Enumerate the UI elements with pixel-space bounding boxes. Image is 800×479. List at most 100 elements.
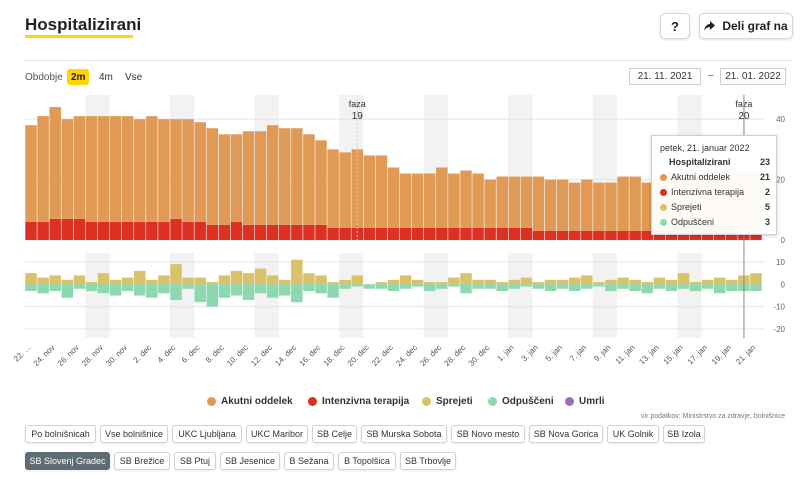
weekend-shade xyxy=(85,253,98,338)
x-tick-label: 24. dec xyxy=(394,343,419,368)
bar-acute xyxy=(254,131,267,225)
hospital-button[interactable]: SB Ptuj xyxy=(174,452,216,470)
bar-admitted xyxy=(85,282,98,285)
period-option-4m[interactable]: 4m xyxy=(99,71,113,83)
bar-released xyxy=(701,284,714,289)
bar-admitted xyxy=(206,282,219,285)
bar-admitted xyxy=(327,282,339,285)
bar-acute xyxy=(375,155,388,228)
bar-acute xyxy=(291,128,303,225)
hospital-button[interactable]: B Sežana xyxy=(284,452,334,470)
bar-icu xyxy=(677,230,690,240)
legend-label: Odpuščeni xyxy=(502,396,554,407)
released-dot-icon xyxy=(660,218,667,226)
tooltip-row-value: 21 xyxy=(759,172,770,182)
bar-icu xyxy=(97,221,110,240)
hospital-button[interactable]: B Topolšica xyxy=(338,452,396,470)
hospital-button[interactable]: SB Trbovlje xyxy=(400,452,456,470)
bar-released xyxy=(556,284,569,289)
x-tick-label: 17. jan xyxy=(686,343,709,366)
bar-admitted xyxy=(411,279,424,285)
date-to-input[interactable]: 21. 01. 2022 xyxy=(720,68,786,85)
weekend-shade xyxy=(677,253,690,338)
hospital-button[interactable]: Po bolnišnicah xyxy=(25,425,96,443)
tooltip-row-label: Akutni oddelek xyxy=(671,172,731,182)
weekend-shade xyxy=(689,253,702,338)
bar-admitted xyxy=(750,273,762,285)
bar-admitted xyxy=(653,277,666,285)
legend-item-icu[interactable]: Intenzivna terapija xyxy=(308,396,409,407)
bar-admitted xyxy=(25,273,37,285)
period-option-all[interactable]: Vse xyxy=(125,71,143,83)
bar-released xyxy=(327,284,339,298)
bar-acute xyxy=(49,107,61,219)
bar-icu xyxy=(327,227,339,240)
bar-icu xyxy=(593,230,605,240)
bar-admitted xyxy=(424,282,436,285)
hospital-button-selected[interactable]: SB Slovenj Gradec xyxy=(25,452,110,470)
weekend-shade xyxy=(254,253,267,338)
hospital-button[interactable]: Vse bolnišnice xyxy=(100,425,168,443)
legend-item-admitted[interactable]: Sprejeti xyxy=(422,396,473,407)
bar-released xyxy=(726,284,738,292)
weekend-shade xyxy=(435,253,448,338)
bar-acute xyxy=(170,119,182,219)
bar-acute xyxy=(568,182,581,231)
tooltip-row-value: 2 xyxy=(764,187,770,197)
admitted-dot-icon xyxy=(422,397,431,406)
tooltip-row-acute: Akutni oddelek 21 xyxy=(660,171,770,183)
weekend-shade xyxy=(97,253,110,338)
bar-admitted xyxy=(677,273,690,285)
weekend-shade xyxy=(508,253,521,338)
x-tick-label: 1. jan xyxy=(496,343,516,363)
legend-item-deceased[interactable]: Umrli xyxy=(565,396,605,407)
bar-released xyxy=(544,284,557,292)
hospital-button[interactable]: SB Jesenice xyxy=(220,452,280,470)
x-tick-label: 12. dec xyxy=(249,343,274,368)
bar-admitted xyxy=(218,275,231,285)
help-button[interactable]: ? xyxy=(660,13,690,39)
bar-acute xyxy=(37,116,49,222)
bar-icu xyxy=(701,230,714,240)
deceased-dot-icon xyxy=(565,397,574,406)
period-option-2m[interactable]: 2m xyxy=(67,69,90,85)
data-source: vir podatkov: Ministrstvo za zdravje, bo… xyxy=(641,413,785,420)
hospital-button[interactable]: SB Izola xyxy=(663,425,705,443)
hospital-button[interactable]: SB Novo mesto xyxy=(451,425,525,443)
bar-released xyxy=(254,284,267,294)
bar-acute xyxy=(484,179,496,228)
hospital-button[interactable]: UK Golnik xyxy=(607,425,659,443)
bar-acute xyxy=(641,182,653,231)
bar-icu xyxy=(37,221,49,240)
x-tick-label: 13. jan xyxy=(637,343,660,366)
bar-released xyxy=(85,284,98,292)
y-tick-label: -20 xyxy=(773,325,785,334)
bar-admitted xyxy=(170,264,182,285)
bar-acute xyxy=(411,173,424,228)
bar-acute xyxy=(339,152,351,228)
x-tick-label: 15. jan xyxy=(662,343,685,366)
bar-admitted xyxy=(351,275,363,285)
hospital-button[interactable]: SB Murska Sobota xyxy=(361,425,447,443)
x-tick-label: 14. dec xyxy=(273,343,298,368)
legend-item-acute[interactable]: Akutni oddelek xyxy=(207,396,293,407)
hospital-button[interactable]: SB Brežice xyxy=(114,452,170,470)
weekend-shade xyxy=(520,253,533,338)
bar-icu xyxy=(484,227,496,240)
bar-admitted xyxy=(134,270,146,285)
hospital-button[interactable]: UKC Ljubljana xyxy=(172,425,242,443)
hospital-button[interactable]: UKC Maribor xyxy=(246,425,308,443)
bar-icu xyxy=(363,227,376,240)
hospital-button[interactable]: SB Celje xyxy=(312,425,357,443)
bar-admitted xyxy=(303,273,315,285)
bar-icu xyxy=(726,230,738,240)
share-button[interactable]: Deli graf na xyxy=(699,13,793,39)
bar-acute xyxy=(230,134,243,222)
hospital-button[interactable]: SB Nova Gorica xyxy=(529,425,603,443)
released-dot-icon xyxy=(488,397,497,406)
legend-item-released[interactable]: Odpuščeni xyxy=(488,396,554,407)
bar-icu xyxy=(653,230,666,240)
x-tick-label: 9. jan xyxy=(592,343,612,363)
bar-admitted xyxy=(242,273,255,285)
date-from-input[interactable]: 21. 11. 2021 xyxy=(629,68,701,85)
